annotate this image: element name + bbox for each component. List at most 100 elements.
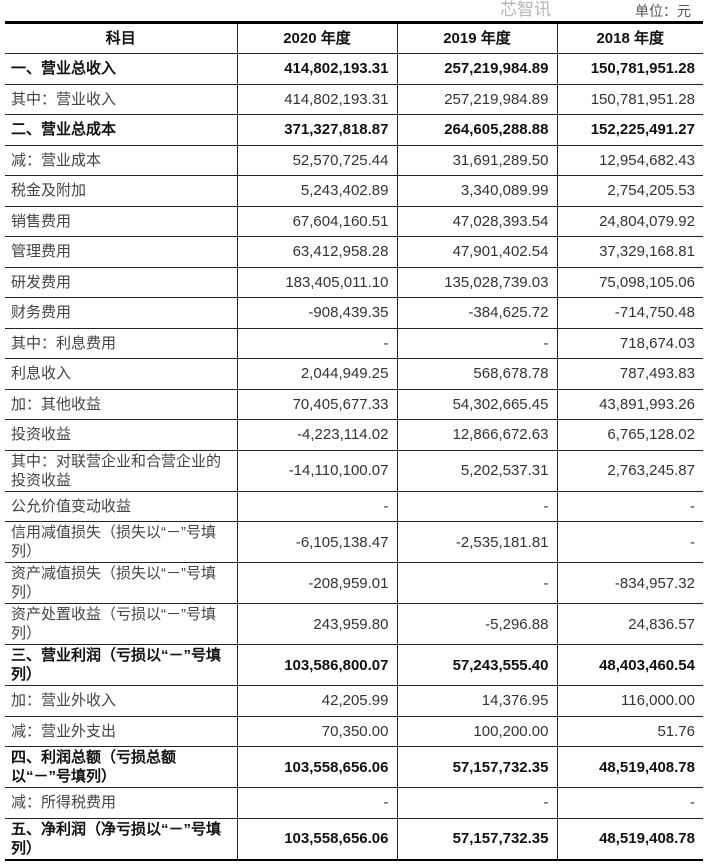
row-label: 加：营业外收入 — [5, 685, 238, 717]
table-row: 其中：利息费用 - -718,674.03 — [5, 328, 703, 359]
cell-value: 103,558,656.06 — [237, 746, 398, 788]
cell-value: 75,098,105.06 — [557, 267, 703, 298]
row-label: 管理费用 — [5, 236, 238, 268]
cell-value: - — [237, 328, 398, 359]
cell-value: -714,750.48 — [557, 297, 703, 329]
row-label: 研发费用 — [5, 267, 238, 298]
cell-value: - — [397, 562, 558, 604]
cell-value: -2,535,181.81 — [397, 521, 558, 563]
row-label: 投资收益 — [5, 419, 238, 451]
cell-value: 264,605,288.88 — [397, 114, 558, 146]
row-label: 销售费用 — [5, 206, 238, 237]
cell-value: 24,804,079.92 — [557, 206, 703, 237]
cell-value: 183,405,011.10 — [237, 267, 398, 298]
table-row: 税金及附加 5,243,402.89 3,340,089.99 2,754,205.5… — [5, 175, 703, 207]
table-row: 一、营业总收入 414,802,193.31 257,219,984.89 150,7… — [5, 53, 703, 85]
cell-value: 414,802,193.31 — [237, 84, 398, 115]
table-row: 资产减值损失（损失以“－”号填列） -208,959.01- -834,957.32 — [5, 562, 703, 604]
table-row: 减：所得税费用 - - - — [5, 787, 703, 819]
cell-value: 42,205.99 — [237, 685, 398, 717]
cell-value: 70,405,677.33 — [237, 389, 398, 420]
header-2020: 2020 年度 — [237, 22, 398, 54]
row-label: 其中：对联营企业和合营企业的投资收益 — [5, 450, 238, 492]
cell-value: 31,691,289.50 — [397, 145, 558, 176]
cell-value: 150,781,951.28 — [557, 53, 703, 85]
table-row: 二、营业总成本 371,327,818.87 264,605,288.88 152,2… — [5, 114, 703, 146]
cell-value: 63,412,958.28 — [237, 236, 398, 268]
cell-value: - — [397, 787, 558, 819]
cell-value: 48,519,408.78 — [557, 818, 703, 860]
table-row: 研发费用 183,405,011.10 135,028,739.03 75,098,1… — [5, 267, 703, 298]
cell-value: 47,901,402.54 — [397, 236, 558, 268]
cell-value: -4,223,114.02 — [237, 419, 398, 451]
table-row: 减：营业外支出 70,350.00 100,200.00 51.76 — [5, 716, 703, 747]
cell-value: 12,866,672.63 — [397, 419, 558, 451]
table-row: 其中：营业收入 414,802,193.31 257,219,984.89 150,7… — [5, 84, 703, 115]
cell-value: - — [237, 491, 398, 522]
cell-value: 6,765,128.02 — [557, 419, 703, 451]
table-row: 四、利润总额（亏损总额以“－”号填列） 103,558,656.06 57,157,… — [5, 746, 703, 788]
row-label: 公允价值变动收益 — [5, 491, 238, 522]
header-2018: 2018 年度 — [557, 22, 703, 54]
unit-label: 单位：元 — [635, 3, 691, 19]
cell-value: 103,558,656.06 — [237, 818, 398, 860]
table-row: 管理费用 63,412,958.28 47,901,402.54 37,329,168… — [5, 236, 703, 268]
cell-value: 787,493.83 — [557, 358, 703, 390]
table-row: 资产处置收益（亏损以“－”号填列） 243,959.80 -5,296.88 24,8… — [5, 603, 703, 645]
cell-value: 57,157,732.35 — [397, 746, 558, 788]
cell-value: - — [557, 491, 703, 522]
cell-value: 371,327,818.87 — [237, 114, 398, 146]
cell-value: 5,243,402.89 — [237, 175, 398, 207]
row-label: 三、营业利润（亏损以“－”号填列） — [5, 644, 238, 686]
cell-value: 47,028,393.54 — [397, 206, 558, 237]
cell-value: 2,754,205.53 — [557, 175, 703, 207]
table-row: 三、营业利润（亏损以“－”号填列） 103,586,800.07 57,243,55… — [5, 644, 703, 686]
cell-value: -5,296.88 — [397, 603, 558, 645]
row-label: 信用减值损失（损失以“－”号填列） — [5, 521, 238, 563]
header-item: 科目 — [5, 22, 238, 54]
row-label: 税金及附加 — [5, 175, 238, 207]
table-row: 公允价值变动收益 - - - — [5, 491, 703, 522]
cell-value: 43,891,993.26 — [557, 389, 703, 420]
cell-value: 57,243,555.40 — [397, 644, 558, 686]
row-label: 其中：营业收入 — [5, 84, 238, 115]
cell-value: 243,959.80 — [237, 603, 398, 645]
table-row: 减：营业成本 52,570,725.44 31,691,289.50 12,954,6… — [5, 145, 703, 176]
cell-value: 116,000.00 — [557, 685, 703, 717]
row-label: 资产处置收益（亏损以“－”号填列） — [5, 603, 238, 645]
row-label: 减：营业外支出 — [5, 716, 238, 747]
table-row: 加：营业外收入 42,205.99 14,376.95 116,000.00 — [5, 685, 703, 717]
cell-value: 150,781,951.28 — [557, 84, 703, 115]
cell-value: 135,028,739.03 — [397, 267, 558, 298]
row-label: 减：营业成本 — [5, 145, 238, 176]
cell-value: 2,044,949.25 — [237, 358, 398, 390]
row-label: 财务费用 — [5, 297, 238, 329]
cell-value: 67,604,160.51 — [237, 206, 398, 237]
cell-value: 54,302,665.45 — [397, 389, 558, 420]
cell-value: 100,200.00 — [397, 716, 558, 747]
header-2019: 2019 年度 — [397, 22, 558, 54]
watermark: 芯智讯 — [500, 0, 551, 19]
cell-value: - — [397, 491, 558, 522]
cell-value: - — [557, 521, 703, 563]
table-row: 投资收益 -4,223,114.02 12,866,672.63 6,765,128.… — [5, 419, 703, 451]
cell-value: 3,340,089.99 — [397, 175, 558, 207]
cell-value: -208,959.01 — [237, 562, 398, 604]
cell-value: 12,954,682.43 — [557, 145, 703, 176]
cell-value: 414,802,193.31 — [237, 53, 398, 85]
income-statement-table: 科目 2020 年度 2019 年度 2018 年度 一、营业总收入 414,80… — [5, 21, 703, 861]
table-row: 五、净利润（净亏损以“－”号填列） 103,558,656.06 57,157,73… — [5, 818, 703, 860]
cell-value: -14,110,100.07 — [237, 450, 398, 492]
row-label: 加：其他收益 — [5, 389, 238, 420]
cell-value: 48,403,460.54 — [557, 644, 703, 686]
table-row: 信用减值损失（损失以“－”号填列） -6,105,138.47 -2,535,181… — [5, 521, 703, 563]
cell-value: -908,439.35 — [237, 297, 398, 329]
cell-value: 257,219,984.89 — [397, 84, 558, 115]
row-label: 资产减值损失（损失以“－”号填列） — [5, 562, 238, 604]
cell-value: - — [237, 787, 398, 819]
table-row: 销售费用 67,604,160.51 47,028,393.54 24,804,079… — [5, 206, 703, 237]
cell-value: - — [397, 328, 558, 359]
cell-value: 152,225,491.27 — [557, 114, 703, 146]
cell-value: -834,957.32 — [557, 562, 703, 604]
cell-value: 103,586,800.07 — [237, 644, 398, 686]
